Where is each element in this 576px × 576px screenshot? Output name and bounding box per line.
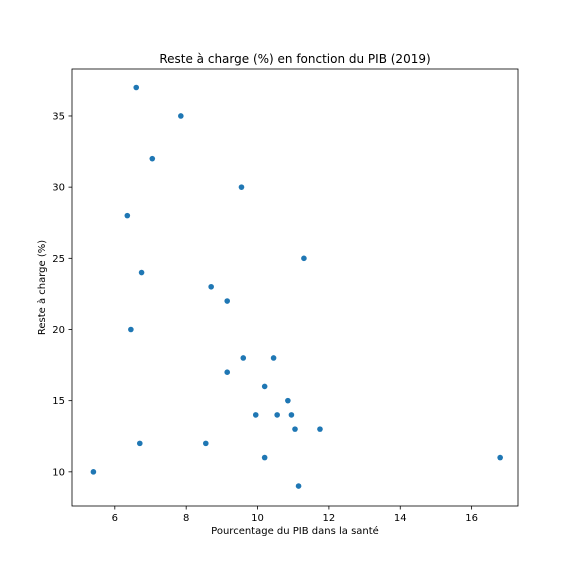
x-axis-label: Pourcentage du PIB dans la santé (211, 525, 379, 537)
data-point (128, 326, 134, 333)
data-point (208, 283, 214, 290)
data-point (149, 155, 156, 162)
y-axis-label: Reste à charge (%) (36, 240, 48, 335)
data-point (90, 469, 97, 475)
data-point (133, 84, 140, 91)
x-tick-label: 16 (465, 513, 478, 524)
data-point (124, 212, 131, 219)
data-point (261, 454, 268, 461)
data-point (224, 298, 231, 304)
data-point (285, 397, 291, 404)
data-point (224, 369, 231, 375)
y-tick-label: 30 (52, 183, 65, 194)
data-point (301, 255, 307, 262)
data-point (203, 440, 209, 447)
x-tick-label: 12 (323, 513, 336, 524)
data-point (270, 355, 277, 361)
data-point (238, 184, 245, 190)
x-tick-label: 10 (251, 513, 264, 524)
y-tick-label: 15 (52, 396, 65, 407)
x-axis: 6 8 10 12 14 16 (112, 506, 478, 524)
data-point (292, 426, 298, 432)
data-point (138, 269, 145, 276)
x-tick-label: 8 (183, 513, 189, 524)
data-point (497, 454, 503, 461)
data-point (178, 113, 184, 119)
y-tick-label: 10 (52, 467, 65, 478)
x-tick-label: 6 (112, 513, 118, 524)
plot-area-frame (71, 68, 519, 507)
data-point (295, 483, 302, 489)
x-tick-label: 14 (394, 513, 407, 524)
data-point (288, 412, 295, 418)
data-point (240, 355, 247, 361)
data-point (261, 383, 268, 390)
data-point (317, 426, 323, 432)
data-point (274, 412, 280, 418)
data-points (90, 84, 503, 489)
y-tick-label: 25 (52, 254, 65, 265)
y-axis: 10 15 20 25 30 35 (52, 111, 72, 478)
y-tick-label: 20 (52, 325, 65, 336)
y-tick-label: 35 (52, 111, 65, 122)
data-point (252, 412, 259, 418)
chart-title: Reste à charge (%) en fonction du PIB (2… (159, 52, 430, 66)
data-point (136, 440, 143, 447)
